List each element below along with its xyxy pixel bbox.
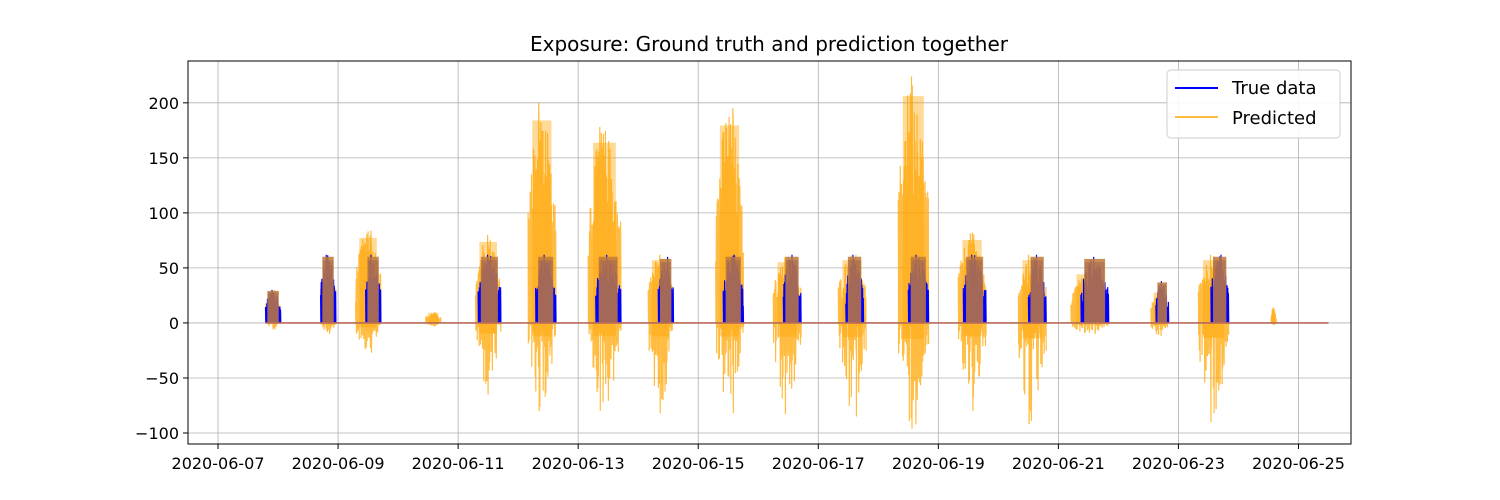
overlap-region [367, 256, 379, 323]
y-tick-label: −50 [145, 369, 179, 388]
overlap-region [725, 256, 741, 323]
y-tick-label: −100 [135, 424, 179, 443]
x-axis-ticks: 2020-06-07 2020-06-09 2020-06-11 2020-06-13… [172, 444, 1345, 473]
overlap-region [910, 256, 926, 323]
x-tick-label: 2020-06-23 [1132, 454, 1225, 473]
y-tick-label: 0 [169, 314, 179, 333]
overlap-region [1084, 258, 1106, 323]
overlap-region [538, 256, 554, 323]
legend: True data Predicted [1166, 69, 1341, 139]
overlap-region [322, 256, 334, 323]
predicted-burst-body [427, 312, 439, 324]
overlap-region [1157, 282, 1167, 323]
overlap-region [480, 256, 498, 323]
plot-area [188, 61, 1351, 444]
x-tick-label: 2020-06-15 [652, 454, 745, 473]
predicted-burst-body [1271, 308, 1276, 324]
overlap-region [847, 256, 862, 323]
x-tick-label: 2020-06-13 [532, 454, 625, 473]
overlap-region [598, 256, 618, 323]
x-tick-label: 2020-06-21 [1012, 454, 1105, 473]
predicted-burst [1270, 307, 1277, 326]
overlap-region [1030, 256, 1044, 323]
x-tick-label: 2020-06-25 [1252, 454, 1345, 473]
overlap-region [966, 256, 984, 323]
overlap-region [1213, 256, 1227, 323]
legend-label-predicted: Predicted [1232, 108, 1317, 129]
y-tick-label: 200 [148, 94, 179, 113]
x-tick-label: 2020-06-11 [412, 454, 505, 473]
overlap-region [267, 290, 279, 323]
y-tick-label: 100 [148, 204, 179, 223]
x-tick-label: 2020-06-17 [772, 454, 865, 473]
x-tick-label: 2020-06-07 [172, 454, 265, 473]
series-overlap [267, 256, 1227, 323]
y-tick-label: 50 [159, 259, 179, 278]
x-tick-label: 2020-06-09 [292, 454, 385, 473]
y-axis-ticks: −100 −50 0 50 100 150 200 [135, 94, 188, 443]
overlap-region [660, 258, 672, 323]
predicted-burst [715, 108, 745, 414]
overlap-region [785, 256, 799, 323]
y-tick-label: 150 [148, 149, 179, 168]
chart-title: Exposure: Ground truth and prediction to… [530, 32, 1009, 56]
predicted-burst [587, 126, 622, 412]
legend-label-true-data: True data [1231, 78, 1317, 99]
x-tick-label: 2020-06-19 [892, 454, 985, 473]
plot-frame [187, 60, 1352, 445]
